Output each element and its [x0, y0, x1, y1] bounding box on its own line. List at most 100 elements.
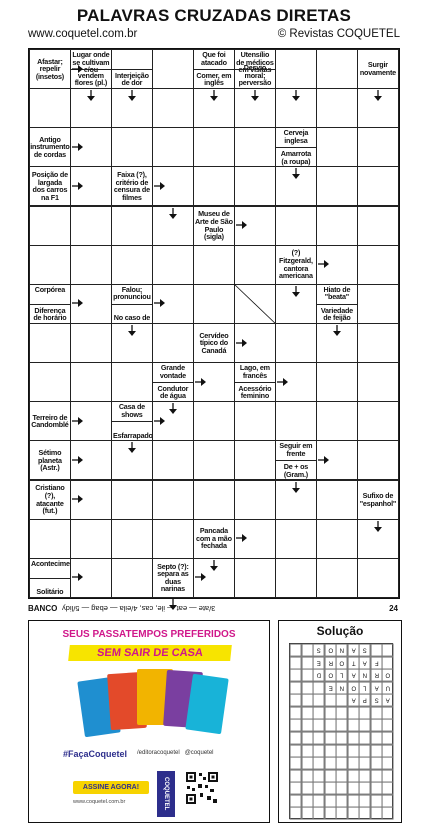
answer-cell[interactable] — [152, 244, 194, 285]
answer-cell[interactable] — [316, 205, 358, 246]
solution-cell — [290, 706, 302, 720]
answer-cell[interactable] — [275, 49, 317, 89]
solution-cell — [370, 807, 383, 820]
answer-cell[interactable] — [193, 88, 235, 129]
answer-cell[interactable] — [111, 205, 153, 246]
solution-cell — [301, 669, 314, 682]
answer-cell[interactable] — [152, 49, 194, 89]
arrow-right-icon — [72, 64, 83, 73]
solution-cell — [313, 694, 325, 707]
answer-cell[interactable] — [275, 205, 317, 246]
answer-cell[interactable] — [234, 401, 276, 442]
answer-cell[interactable] — [152, 88, 194, 129]
answer-cell[interactable] — [152, 518, 194, 559]
solution-cell — [301, 706, 314, 720]
clue-divider — [235, 68, 275, 70]
answer-cell[interactable] — [357, 166, 399, 207]
clue-cell: Cerveja inglesa Amarrota (a roupa) — [275, 127, 317, 168]
answer-cell[interactable] — [234, 557, 276, 598]
answer-cell[interactable] — [357, 362, 399, 403]
solution-cell: R — [370, 669, 383, 682]
answer-cell[interactable] — [193, 166, 235, 207]
answer-cell[interactable] — [316, 401, 358, 442]
answer-cell[interactable] — [357, 401, 399, 442]
answer-cell[interactable] — [357, 127, 399, 168]
answer-cell[interactable] — [193, 479, 235, 520]
answer-cell[interactable] — [234, 244, 276, 285]
answer-cell[interactable] — [316, 49, 358, 89]
answer-cell[interactable] — [275, 557, 317, 598]
answer-cell[interactable] — [357, 323, 399, 363]
answer-cell[interactable] — [234, 127, 276, 168]
answer-cell[interactable] — [111, 362, 153, 403]
answer-cell[interactable] — [111, 244, 153, 285]
answer-cell[interactable] — [111, 127, 153, 168]
answer-cell[interactable] — [234, 440, 276, 481]
answer-cell[interactable] — [29, 362, 71, 403]
clue-text: Casa de shows — [118, 402, 145, 419]
answer-cell[interactable] — [357, 244, 399, 285]
solution-cell — [290, 782, 302, 795]
answer-cell[interactable] — [193, 440, 235, 481]
answer-cell[interactable] — [152, 127, 194, 168]
answer-cell[interactable] — [29, 518, 71, 559]
answer-cell[interactable] — [316, 166, 358, 207]
solution-cell — [324, 794, 337, 808]
clue-text: Sufixo de "espanhol" — [359, 490, 397, 508]
answer-cell[interactable] — [70, 362, 112, 403]
answer-cell[interactable] — [234, 479, 276, 520]
answer-cell[interactable] — [316, 127, 358, 168]
answer-cell[interactable] — [316, 479, 358, 520]
answer-cell[interactable] — [234, 166, 276, 207]
answer-cell[interactable] — [152, 479, 194, 520]
solution-cell — [370, 769, 383, 783]
solution-cell — [347, 719, 360, 732]
answer-cell[interactable] — [193, 127, 235, 168]
solution-cell — [370, 782, 383, 795]
solution-cell — [290, 694, 302, 707]
answer-cell[interactable] — [152, 440, 194, 481]
answer-cell[interactable] — [29, 205, 71, 246]
solution-cell — [301, 782, 314, 795]
arrow-down-icon — [168, 599, 177, 610]
solution-cell — [324, 744, 337, 758]
qr-code-icon[interactable] — [185, 771, 219, 805]
answer-cell[interactable] — [152, 323, 194, 363]
answer-cell[interactable] — [111, 557, 153, 598]
answer-cell[interactable] — [70, 205, 112, 246]
answer-cell[interactable] — [70, 323, 112, 363]
answer-cell[interactable] — [29, 244, 71, 285]
clue-cell: Sufixo de "espanhol" — [357, 479, 399, 520]
answer-cell[interactable] — [193, 401, 235, 442]
clue-cell: Grande vontade Condutor de água — [152, 362, 194, 403]
answer-cell[interactable] — [29, 88, 71, 129]
clue-cell: Pancada com a mão fechada — [193, 518, 235, 559]
answer-cell[interactable] — [316, 88, 358, 129]
clue-cell: Terreiro de Candomblé — [29, 401, 71, 442]
answer-cell[interactable] — [70, 518, 112, 559]
answer-cell[interactable] — [275, 88, 317, 129]
answer-cell[interactable] — [111, 518, 153, 559]
solution-cell — [347, 782, 360, 795]
arrow-right-icon — [72, 495, 83, 504]
answer-cell[interactable] — [316, 518, 358, 559]
clue-divider — [71, 68, 111, 70]
solution-cell — [382, 644, 394, 657]
answer-cell[interactable] — [193, 244, 235, 285]
answer-cell[interactable] — [357, 557, 399, 598]
answer-cell[interactable] — [316, 362, 358, 403]
subscribe-button[interactable]: ASSINE AGORA! — [73, 781, 149, 794]
answer-cell[interactable] — [275, 518, 317, 559]
answer-cell[interactable] — [357, 440, 399, 481]
answer-cell[interactable] — [357, 283, 399, 324]
answer-cell[interactable] — [111, 479, 153, 520]
answer-cell[interactable] — [275, 401, 317, 442]
answer-cell[interactable] — [193, 283, 235, 324]
answer-cell[interactable] — [70, 244, 112, 285]
page-number: 24 — [389, 604, 398, 613]
answer-cell[interactable] — [316, 557, 358, 598]
answer-cell[interactable] — [275, 323, 317, 363]
answer-cell[interactable] — [29, 323, 71, 363]
answer-cell[interactable] — [357, 205, 399, 246]
subscription-ad[interactable]: SEUS PASSATEMPOS PREFERIDOS SEM SAIR DE … — [28, 620, 270, 823]
